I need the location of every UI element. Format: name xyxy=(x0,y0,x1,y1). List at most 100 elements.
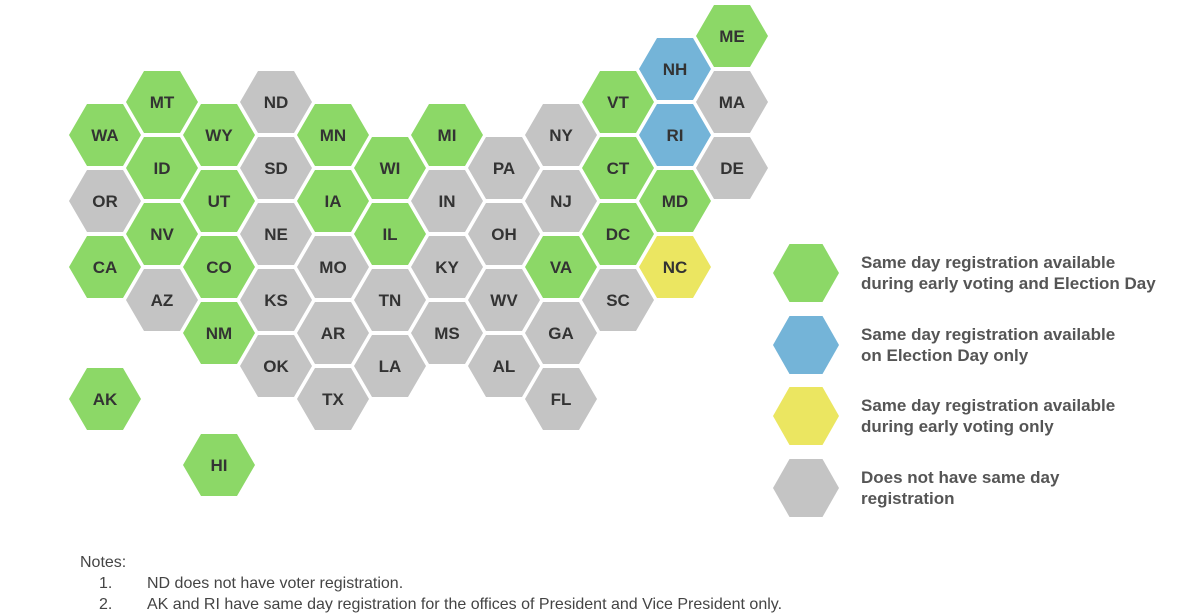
state-label: OR xyxy=(92,192,118,211)
state-hex-mo: MO xyxy=(297,236,369,298)
legend-item: Same day registration available during ea… xyxy=(773,244,1156,302)
state-hex-tx: TX xyxy=(297,368,369,430)
state-label: SC xyxy=(606,291,630,310)
state-hex-ri: RI xyxy=(639,104,711,166)
state-label: AZ xyxy=(151,291,174,310)
state-hex-ga: GA xyxy=(525,302,597,364)
state-hex-shape xyxy=(411,236,483,298)
state-hex-shape xyxy=(354,269,426,331)
state-label: NY xyxy=(549,126,573,145)
state-hex-shape xyxy=(126,71,198,133)
state-hex-fl: FL xyxy=(525,368,597,430)
legend-label: Same day registration available xyxy=(861,396,1115,415)
state-hex-or: OR xyxy=(69,170,141,232)
legend-item: Same day registration available during ea… xyxy=(773,387,1115,445)
state-hex-shape xyxy=(297,104,369,166)
state-label: MA xyxy=(719,93,745,112)
note-number: 1. xyxy=(99,575,113,592)
state-label: LA xyxy=(379,357,402,376)
state-label: OH xyxy=(491,225,517,244)
state-hex-ca: CA xyxy=(69,236,141,298)
state-hex-pa: PA xyxy=(468,137,540,199)
note-number: 2. xyxy=(99,596,113,613)
state-label: MO xyxy=(319,258,346,277)
state-label: MI xyxy=(438,126,457,145)
state-hex-ne: NE xyxy=(240,203,312,265)
state-hex-shape xyxy=(69,104,141,166)
state-label: ID xyxy=(154,159,171,178)
state-hex-ny: NY xyxy=(525,104,597,166)
state-hex-shape xyxy=(525,236,597,298)
state-hex-shape xyxy=(468,137,540,199)
state-label: MD xyxy=(662,192,688,211)
state-label: AR xyxy=(321,324,346,343)
state-hex-shape xyxy=(696,137,768,199)
state-label: FL xyxy=(551,390,572,409)
state-hex-shape xyxy=(525,170,597,232)
state-hex-shape xyxy=(411,302,483,364)
state-hex-id: ID xyxy=(126,137,198,199)
state-hex-shape xyxy=(696,5,768,67)
state-label: OK xyxy=(263,357,289,376)
note-text: ND does not have voter registration. xyxy=(147,575,404,592)
state-hex-shape xyxy=(69,236,141,298)
state-hex-nj: NJ xyxy=(525,170,597,232)
state-hex-md: MD xyxy=(639,170,711,232)
state-hex-nh: NH xyxy=(639,38,711,100)
state-label: IL xyxy=(382,225,397,244)
state-label: KY xyxy=(435,258,459,277)
state-hex-ma: MA xyxy=(696,71,768,133)
state-label: AL xyxy=(493,357,516,376)
state-hex-shape xyxy=(240,269,312,331)
state-hex-ak: AK xyxy=(69,368,141,430)
state-hex-shape xyxy=(525,302,597,364)
state-hex-sc: SC xyxy=(582,269,654,331)
state-hex-az: AZ xyxy=(126,269,198,331)
state-hex-shape xyxy=(582,137,654,199)
state-label: KS xyxy=(264,291,288,310)
legend: Same day registration available during ea… xyxy=(773,244,1156,517)
state-label: WY xyxy=(205,126,233,145)
note-item: 1. ND does not have voter registration. xyxy=(80,573,782,594)
state-hex-la: LA xyxy=(354,335,426,397)
state-hex-shape xyxy=(183,302,255,364)
state-hex-al: AL xyxy=(468,335,540,397)
state-hex-shape xyxy=(639,38,711,100)
state-hex-shape xyxy=(183,236,255,298)
state-label: SD xyxy=(264,159,288,178)
state-label: NC xyxy=(663,258,688,277)
note-item: 2. AK and RI have same day registration … xyxy=(80,594,782,615)
state-label: GA xyxy=(548,324,574,343)
state-label: MT xyxy=(150,93,175,112)
state-hex-shape xyxy=(183,170,255,232)
state-hex-shape xyxy=(126,137,198,199)
state-hex-shape xyxy=(525,104,597,166)
state-hex-wv: WV xyxy=(468,269,540,331)
state-label: VA xyxy=(550,258,572,277)
state-hex-wi: WI xyxy=(354,137,426,199)
state-label: ME xyxy=(719,27,745,46)
state-label: CA xyxy=(93,258,118,277)
state-hex-sd: SD xyxy=(240,137,312,199)
state-hex-shape xyxy=(240,335,312,397)
legend-swatch xyxy=(773,459,839,517)
state-hex-hi: HI xyxy=(183,434,255,496)
state-hex-me: ME xyxy=(696,5,768,67)
state-hex-ms: MS xyxy=(411,302,483,364)
state-label: VT xyxy=(607,93,629,112)
state-hex-il: IL xyxy=(354,203,426,265)
state-hex-mn: MN xyxy=(297,104,369,166)
state-hex-shape xyxy=(411,104,483,166)
state-hex-shape xyxy=(297,236,369,298)
state-label: HI xyxy=(211,456,228,475)
legend-item: Does not have same day registration xyxy=(773,459,1060,517)
state-label: CT xyxy=(607,159,630,178)
state-hex-shape xyxy=(240,71,312,133)
state-hex-shape xyxy=(297,368,369,430)
state-hex-shape xyxy=(411,170,483,232)
state-hex-shape xyxy=(582,203,654,265)
state-label: IN xyxy=(439,192,456,211)
notes-title: Notes: xyxy=(80,554,127,571)
state-label: NJ xyxy=(550,192,572,211)
